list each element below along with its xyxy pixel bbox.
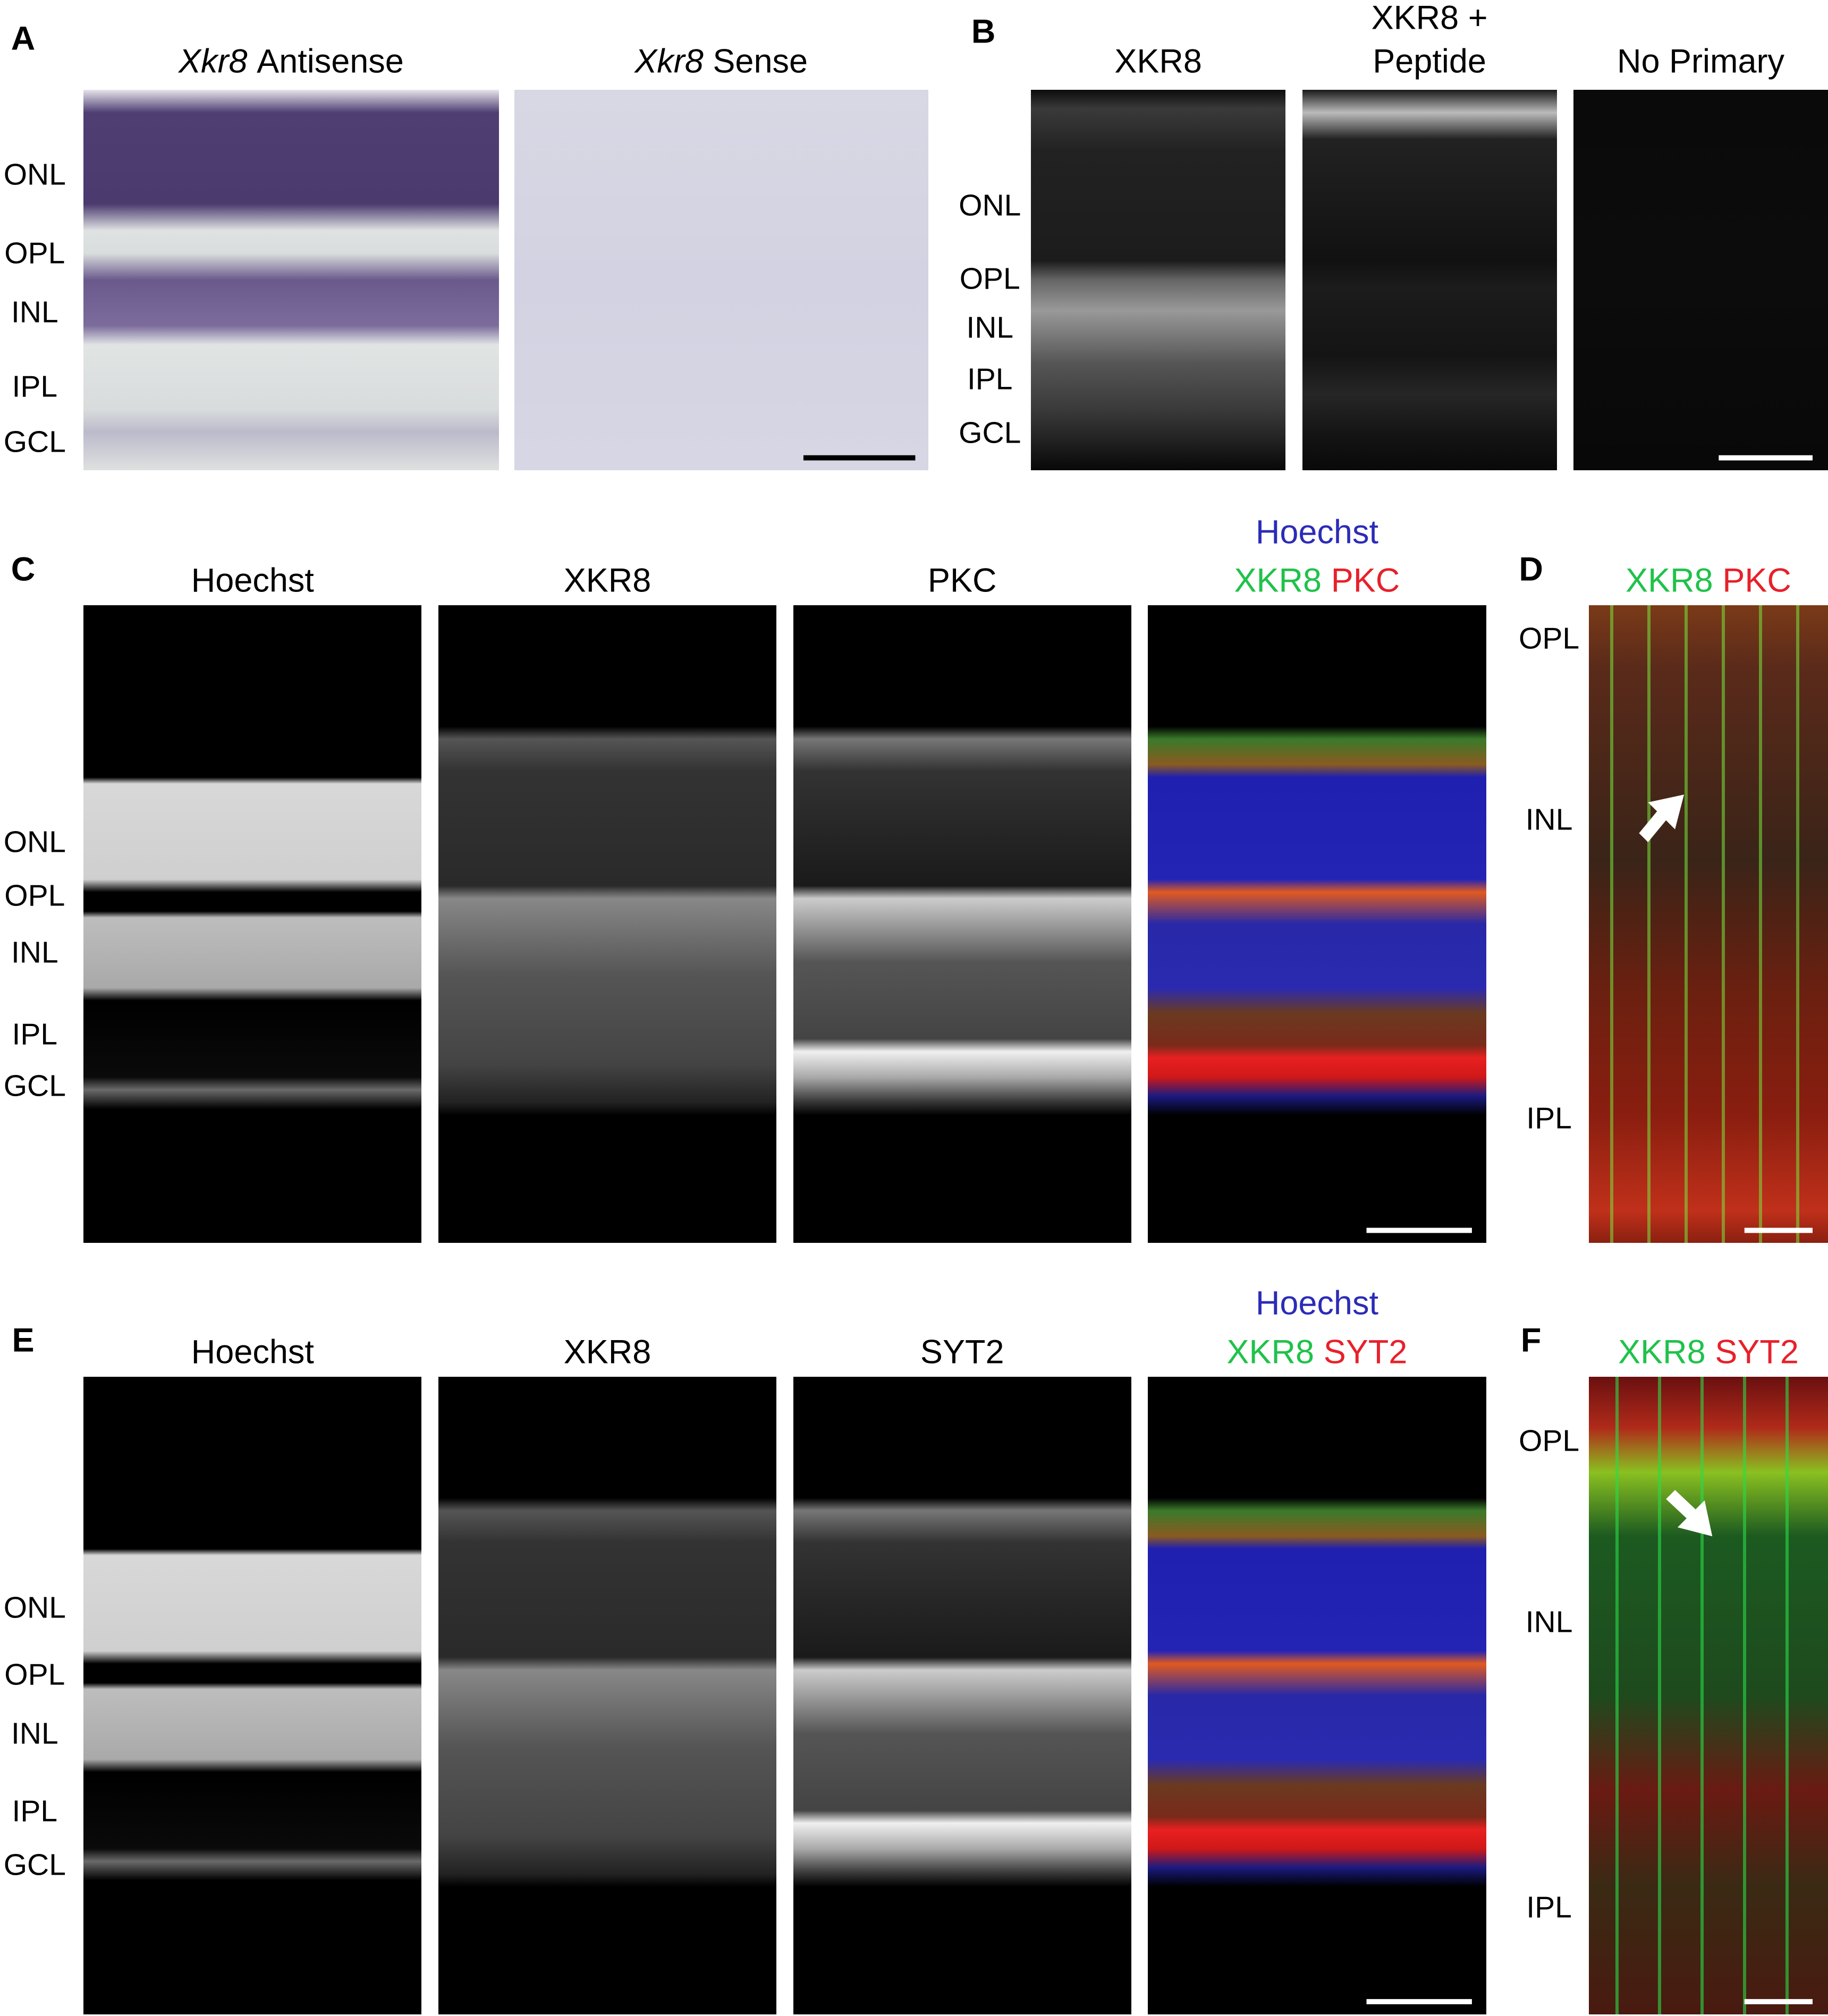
label-part: SYT2 [1323,1333,1408,1371]
micrograph [83,90,499,471]
micrograph [1031,90,1286,471]
layer-label: GCL [959,416,1021,450]
image-title: XKR8 PKC [1626,564,1791,598]
layer-label: ONL [959,188,1021,223]
image-title: XKR8 SYT2 [1618,1335,1799,1369]
micrograph [793,605,1131,1243]
merge-title: Hoechst [1255,1284,1378,1322]
layer-label: OPL [4,878,65,913]
micrograph [1148,605,1486,1243]
label-part: PKC [1722,562,1791,599]
layer-label: INL [11,295,58,329]
label-part: Sense [713,43,808,80]
micrograph [83,1376,422,2014]
layer-label: IPL [12,1794,58,1828]
layer-label: GCL [3,1069,66,1103]
image-title: XKR8 + [1371,0,1488,37]
micrograph [1148,1376,1486,2014]
merge-title: Hoechst [1255,513,1378,551]
layer-label: INL [11,935,58,970]
micrograph [514,90,928,471]
label-part: Xkr8 [634,43,704,80]
layer-label: OPL [4,1657,65,1692]
arrow [1639,794,1685,842]
layer-label: OPL [959,261,1020,296]
panel-letter: A [11,20,36,57]
layer-label: GCL [3,425,66,459]
panel-letter: F [1520,1322,1542,1359]
image-title: SYT2 [920,1333,1004,1371]
layer-label: INL [1525,802,1573,837]
micrograph [1589,1376,1828,2014]
micrograph [438,1376,777,2014]
micrograph [1589,605,1828,1243]
image-title: Hoechst [191,1333,314,1371]
layer-label: IPL [12,369,58,404]
layer-label: INL [1525,1605,1573,1639]
layer-label: GCL [3,1848,66,1882]
micrograph [1573,90,1828,471]
layer-label: OPL [1519,621,1580,656]
image-title: No Primary [1617,43,1785,80]
layer-label: OPL [4,236,65,270]
layer-label: IPL [1526,1101,1572,1136]
layer-label: IPL [12,1017,58,1052]
layer-label: ONL [3,825,66,859]
panel-letter: E [12,1322,35,1359]
image-title: XKR8 [1114,43,1202,80]
label-part: SYT2 [1715,1333,1799,1371]
label-part: Antisense [257,43,404,80]
image-title: PKC [927,562,997,599]
image-title: XKR8 [563,562,651,599]
layer-label: OPL [1519,1424,1580,1458]
label-part: PKC [1331,562,1400,599]
label-part: XKR8 [1626,562,1713,599]
layer-label: INL [966,310,1014,345]
merge-title: XKR8 PKC [1234,564,1400,598]
image-title: Hoechst [191,562,314,599]
micrograph [793,1376,1131,2014]
arrow [1666,1490,1713,1537]
panel-letter: D [1519,550,1543,588]
layer-label: IPL [967,362,1013,396]
label-part: XKR8 [1226,1333,1315,1371]
micrograph [83,605,422,1243]
micrograph [438,605,777,1243]
label-part: XKR8 [1618,1333,1706,1371]
layer-label: ONL [3,1590,66,1625]
micrograph [1302,90,1557,471]
layer-label: ONL [3,157,66,192]
image-title: Peptide [1373,43,1486,80]
image-title: XKR8 [563,1333,651,1371]
label-part: XKR8 [1234,562,1322,599]
panel-letter: B [971,13,996,50]
layer-label: INL [11,1716,58,1751]
merge-title: XKR8 SYT2 [1227,1335,1408,1369]
image-title: Xkr8 Antisense [179,45,404,79]
panel-letter: C [11,550,36,588]
layer-label: IPL [1526,1890,1572,1925]
label-part: Xkr8 [179,43,248,80]
image-title: Xkr8 Sense [634,45,808,79]
